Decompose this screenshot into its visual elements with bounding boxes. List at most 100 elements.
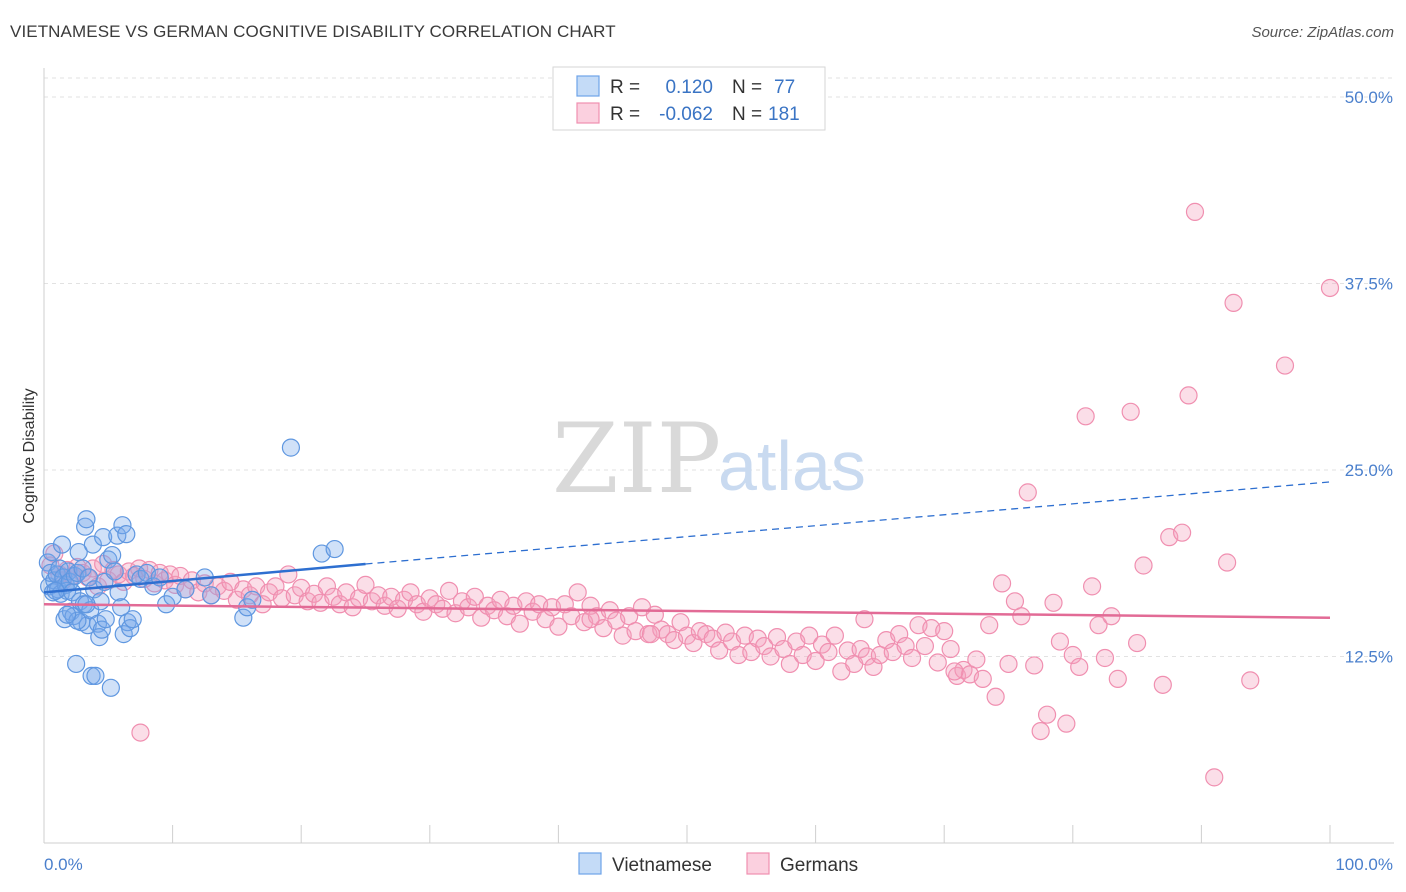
point-vietnamese-20 bbox=[65, 566, 84, 586]
point-germans-116 bbox=[748, 629, 767, 648]
series-germans-points bbox=[41, 202, 1340, 787]
point-germans-117 bbox=[755, 636, 774, 656]
point-vietnamese-69 bbox=[243, 590, 262, 609]
point-vietnamese-67 bbox=[234, 608, 253, 627]
legend-r-value-vietnamese: 0.120 bbox=[665, 77, 713, 98]
point-germans-167 bbox=[1076, 407, 1095, 426]
point-vietnamese-49 bbox=[109, 583, 128, 602]
point-vietnamese-43 bbox=[96, 610, 115, 629]
point-germans-188 bbox=[855, 610, 874, 629]
point-vietnamese-45 bbox=[101, 678, 120, 697]
point-germans-153 bbox=[986, 687, 1005, 706]
point-germans-179 bbox=[1179, 386, 1198, 405]
point-germans-154 bbox=[992, 574, 1012, 593]
point-germans-189 bbox=[581, 610, 600, 629]
point-germans-183 bbox=[1224, 293, 1243, 312]
legend-swatch-germans bbox=[576, 102, 600, 124]
point-vietnamese-36 bbox=[86, 666, 105, 685]
point-germans-158 bbox=[1018, 483, 1037, 502]
axes bbox=[43, 68, 1394, 844]
y-tick-label-1: 25.0% bbox=[1345, 461, 1393, 480]
legend-n-value-germans: 181 bbox=[768, 104, 800, 125]
point-germans-68 bbox=[439, 581, 459, 600]
point-germans-110 bbox=[710, 641, 729, 660]
bottom-legend-label-vietnamese: Vietnamese bbox=[612, 855, 712, 876]
trend-vietnamese-dashed bbox=[365, 481, 1331, 565]
point-germans-126 bbox=[812, 635, 832, 654]
point-germans-88 bbox=[568, 583, 587, 602]
point-germans-71 bbox=[459, 598, 478, 617]
trend-lines bbox=[43, 481, 1331, 619]
point-vietnamese-75 bbox=[58, 605, 77, 624]
point-germans-146 bbox=[941, 639, 960, 659]
point-germans-163 bbox=[1050, 632, 1070, 651]
point-germans-159 bbox=[1025, 656, 1044, 675]
point-vietnamese-48 bbox=[108, 526, 127, 545]
point-germans-145 bbox=[935, 622, 954, 641]
y-tick-label-0: 12.5% bbox=[1345, 648, 1393, 667]
grid-lines bbox=[44, 77, 1394, 657]
point-germans-161 bbox=[1037, 705, 1057, 724]
point-germans-173 bbox=[1121, 402, 1140, 421]
point-germans-72 bbox=[465, 587, 484, 606]
point-germans-184 bbox=[1241, 671, 1260, 690]
point-germans-43 bbox=[279, 565, 298, 584]
point-vietnamese-21 bbox=[67, 654, 86, 674]
legend-r-label-germans: R = bbox=[610, 104, 640, 125]
x-tick-label-1: 100.0% bbox=[1335, 855, 1393, 874]
point-germans-49 bbox=[317, 577, 337, 596]
point-germans-180 bbox=[1185, 202, 1205, 221]
point-germans-181 bbox=[1205, 768, 1224, 787]
point-germans-190 bbox=[641, 625, 661, 644]
watermark-zip: ZIP bbox=[552, 403, 721, 515]
chart-source: Source: ZipAtlas.com bbox=[1251, 24, 1394, 41]
point-vietnamese-66 bbox=[202, 586, 221, 605]
x-tick-labels: 0.0% 100.0% bbox=[44, 855, 1393, 874]
legend-n-label-vietnamese: N = bbox=[732, 77, 762, 98]
bottom-legend-swatch-germans bbox=[746, 852, 770, 875]
point-germans-191 bbox=[131, 723, 150, 742]
bottom-legend-swatch-vietnamese bbox=[578, 852, 602, 875]
point-germans-150 bbox=[967, 650, 986, 669]
legend-n-label-germans: N = bbox=[732, 104, 762, 125]
x-tick-label-0: 0.0% bbox=[44, 855, 83, 874]
legend-r-label-vietnamese: R = bbox=[610, 77, 640, 98]
point-germans-157 bbox=[1012, 607, 1031, 626]
point-vietnamese-64 bbox=[176, 580, 195, 599]
point-germans-182 bbox=[1218, 553, 1237, 572]
point-germans-144 bbox=[928, 653, 947, 672]
point-germans-168 bbox=[1082, 577, 1102, 596]
stats-legend: R = 0.120 N = 77 R = -0.062 N = 181 bbox=[552, 66, 826, 131]
y-axis-label: Cognitive Disability bbox=[21, 388, 38, 523]
series-legend: Vietnamese Germans bbox=[578, 852, 858, 876]
point-germans-187 bbox=[945, 662, 964, 681]
point-germans-128 bbox=[825, 626, 844, 645]
point-germans-121 bbox=[780, 654, 799, 674]
legend-swatch-vietnamese bbox=[576, 75, 600, 97]
point-germans-178 bbox=[1173, 523, 1192, 542]
point-germans-166 bbox=[1070, 657, 1089, 677]
y-tick-label-3: 50.0% bbox=[1345, 88, 1393, 107]
watermark-atlas: atlas bbox=[718, 427, 866, 505]
point-vietnamese-47 bbox=[105, 562, 124, 581]
point-vietnamese-3 bbox=[42, 542, 61, 562]
point-germans-125 bbox=[806, 651, 825, 671]
legend-n-value-vietnamese: 77 bbox=[774, 77, 795, 98]
point-germans-142 bbox=[915, 636, 935, 656]
y-tick-label-2: 37.5% bbox=[1345, 275, 1393, 294]
trend-germans bbox=[43, 603, 1331, 619]
point-vietnamese-51 bbox=[113, 516, 132, 535]
watermark: ZIP atlas bbox=[552, 403, 866, 515]
point-germans-169 bbox=[1089, 616, 1108, 635]
bottom-legend-label-germans: Germans bbox=[780, 855, 858, 876]
point-germans-164 bbox=[1057, 714, 1076, 733]
point-vietnamese-53 bbox=[117, 525, 136, 544]
point-vietnamese-74 bbox=[68, 611, 87, 630]
point-germans-175 bbox=[1134, 556, 1153, 575]
point-vietnamese-28 bbox=[76, 517, 95, 536]
point-vietnamese-40 bbox=[92, 620, 111, 639]
point-vietnamese-29 bbox=[77, 510, 96, 529]
point-germans-174 bbox=[1127, 633, 1147, 653]
point-vietnamese-10 bbox=[52, 535, 72, 554]
